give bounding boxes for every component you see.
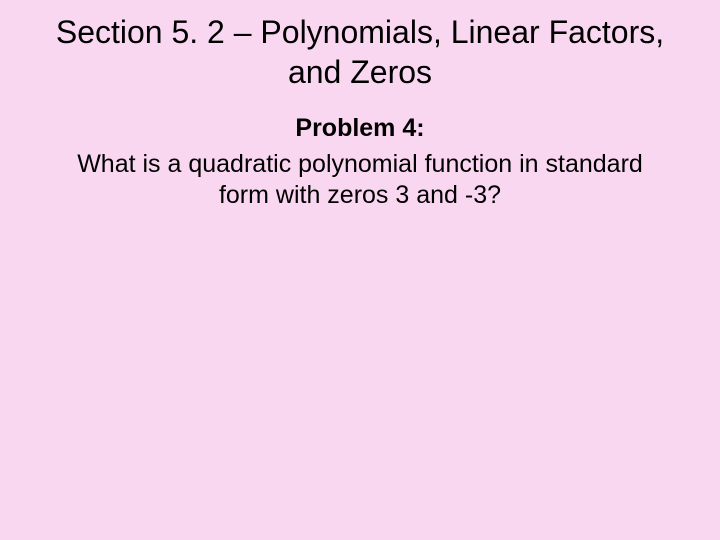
section-title: Section 5. 2 – Polynomials, Linear Facto… [0,12,720,92]
problem-label: Problem 4: [0,114,720,143]
problem-text: What is a quadratic polynomial function … [0,149,720,212]
